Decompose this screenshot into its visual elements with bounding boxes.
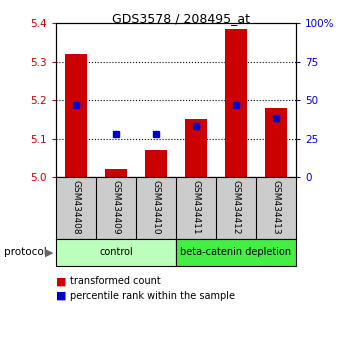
Bar <box>185 119 207 177</box>
Bar <box>56 239 176 266</box>
Text: GSM434412: GSM434412 <box>231 180 240 235</box>
Bar <box>65 54 87 177</box>
Text: ■: ■ <box>56 291 66 301</box>
Bar <box>225 29 247 177</box>
Text: ▶: ▶ <box>44 247 53 257</box>
Text: GSM434410: GSM434410 <box>152 180 161 235</box>
Bar <box>176 239 296 266</box>
Text: ■: ■ <box>56 276 66 286</box>
Text: GSM434409: GSM434409 <box>112 180 121 235</box>
Text: GDS3578 / 208495_at: GDS3578 / 208495_at <box>112 12 249 25</box>
Bar <box>145 150 167 177</box>
Text: beta-catenin depletion: beta-catenin depletion <box>180 247 292 257</box>
Text: GSM434408: GSM434408 <box>71 180 81 235</box>
Bar <box>265 108 287 177</box>
Text: transformed count: transformed count <box>70 276 161 286</box>
Text: protocol: protocol <box>4 247 46 257</box>
Text: GSM434411: GSM434411 <box>191 180 200 235</box>
Text: GSM434413: GSM434413 <box>271 180 280 235</box>
Bar <box>105 169 127 177</box>
Text: percentile rank within the sample: percentile rank within the sample <box>70 291 235 301</box>
Text: control: control <box>99 247 133 257</box>
